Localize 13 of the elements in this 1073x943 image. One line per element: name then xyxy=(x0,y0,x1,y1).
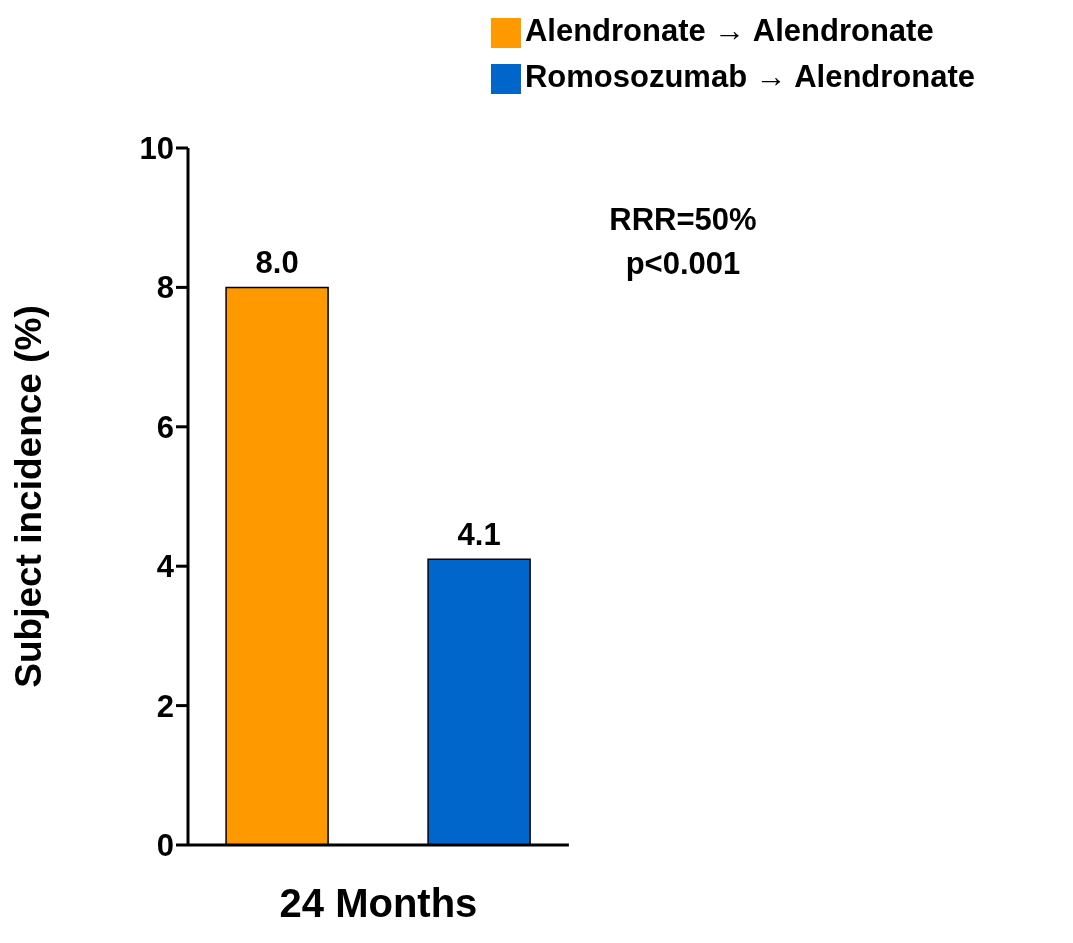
y-tick-label: 4 xyxy=(156,549,175,585)
data-label: 8.0 xyxy=(255,245,299,281)
y-tick-label: 10 xyxy=(139,131,174,167)
legend-label: Romosozumab → Alendronate xyxy=(524,59,975,94)
y-axis-title: Subject incidence (%) xyxy=(8,305,50,688)
x-tick-label: 24 Months xyxy=(279,881,478,926)
y-tick-label: 6 xyxy=(156,409,174,445)
y-tick-label: 0 xyxy=(156,828,174,864)
legend-label: Alendronate → Alendronate xyxy=(524,13,934,48)
y-tick-label: 8 xyxy=(156,270,174,306)
note-text: RRR=50% p<0.001 xyxy=(608,201,758,283)
data-label: 4.1 xyxy=(457,517,501,553)
y-tick-label: 2 xyxy=(156,688,174,724)
